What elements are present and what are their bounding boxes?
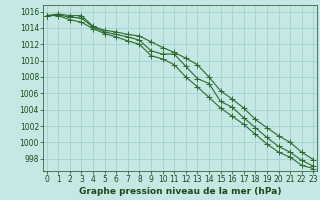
X-axis label: Graphe pression niveau de la mer (hPa): Graphe pression niveau de la mer (hPa) [79,187,281,196]
